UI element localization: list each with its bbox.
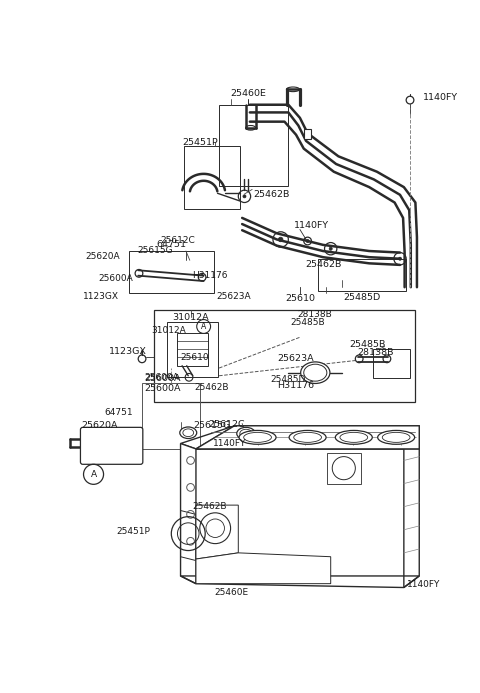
Polygon shape [196,426,419,449]
Polygon shape [327,453,361,484]
Text: H31176: H31176 [192,271,228,280]
Text: 25460E: 25460E [230,89,266,98]
Text: 25615G: 25615G [137,246,173,255]
Polygon shape [180,444,196,584]
Text: 1140FY: 1140FY [407,580,440,589]
Bar [142,383,200,449]
Text: 25485B: 25485B [290,317,325,326]
Text: 25462B: 25462B [192,502,227,511]
Bar [184,146,240,209]
Text: 1140FY: 1140FY [213,439,246,448]
Bar [177,333,207,366]
Bar [129,251,214,293]
Text: 25485D: 25485D [270,375,305,384]
Text: H31176: H31176 [277,381,314,390]
Text: 25462B: 25462B [254,190,290,198]
Polygon shape [404,426,419,588]
Ellipse shape [180,427,197,439]
Text: 25623A: 25623A [278,354,314,363]
Text: 28138B: 28138B [357,348,394,357]
Text: 1123GX: 1123GX [109,346,147,356]
Text: 25462B: 25462B [305,260,341,269]
Text: 64751: 64751 [156,240,186,249]
Circle shape [243,195,246,198]
Text: 25600A: 25600A [144,374,181,383]
Ellipse shape [336,430,372,444]
Ellipse shape [378,430,415,444]
Ellipse shape [239,430,276,444]
Text: A: A [201,322,206,331]
Bar [154,310,415,402]
Bar [318,258,406,291]
Text: 25612C: 25612C [208,420,245,429]
Text: 25620A: 25620A [82,421,118,430]
Ellipse shape [289,430,326,444]
Text: A: A [90,470,96,479]
Text: 25462B: 25462B [194,383,229,392]
Text: 25600A: 25600A [98,274,133,283]
FancyBboxPatch shape [81,428,143,464]
Circle shape [278,237,283,242]
Text: 25620A: 25620A [85,252,120,261]
Text: 25600A: 25600A [144,373,179,382]
Text: 25485D: 25485D [343,292,380,301]
Text: 1140FY: 1140FY [294,221,329,230]
Text: 25485B: 25485B [349,340,386,349]
Text: 25623A: 25623A [216,292,251,301]
Circle shape [398,257,402,261]
Polygon shape [196,426,419,449]
Bar [219,105,288,186]
Text: 25615G: 25615G [193,421,231,430]
Ellipse shape [237,428,255,439]
Text: 28138B: 28138B [297,310,332,319]
Text: 1140FY: 1140FY [423,94,458,103]
Text: 25610: 25610 [285,295,315,304]
Bar [168,322,217,377]
Text: 25612C: 25612C [160,236,194,245]
Text: 25451P: 25451P [116,527,150,536]
Text: 25451P: 25451P [183,138,218,147]
Bar [373,349,410,378]
Text: 25460E: 25460E [214,588,248,597]
Circle shape [329,247,332,250]
Text: 64751: 64751 [104,408,133,417]
Polygon shape [196,505,238,559]
Text: 31012A: 31012A [172,313,209,322]
Text: 25600A: 25600A [144,385,181,394]
Polygon shape [304,130,312,139]
Polygon shape [196,553,331,584]
Circle shape [306,240,309,243]
Text: 25610: 25610 [180,353,209,362]
Text: 31012A: 31012A [152,326,187,335]
Ellipse shape [300,362,330,383]
Text: 1123GX: 1123GX [84,292,120,301]
